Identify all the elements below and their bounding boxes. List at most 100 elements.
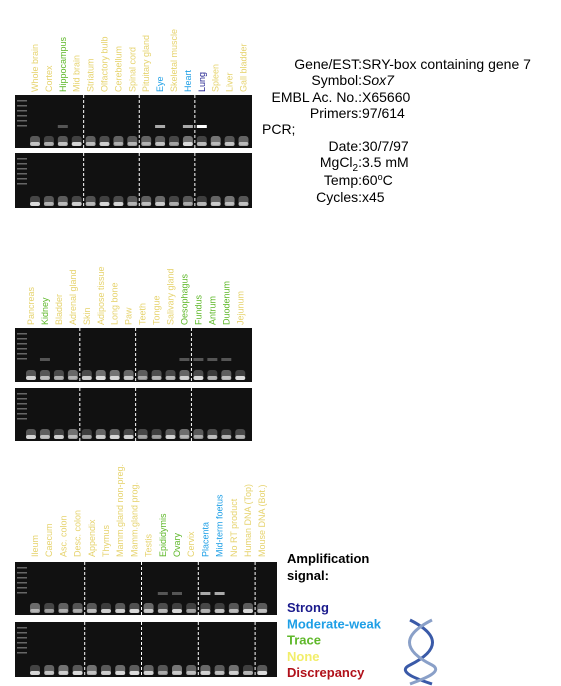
tissue-label: Testis: [144, 533, 154, 557]
tissue-label: Mamm.gland non-preg.: [115, 464, 125, 557]
tissue-label: Hippocampus: [58, 36, 68, 92]
primer-band: [129, 609, 140, 613]
primer-band: [81, 376, 92, 380]
tissue-label: Heart: [183, 69, 193, 92]
tissue-label: Mouse DNA (Bot.): [257, 484, 267, 557]
primer-band: [53, 376, 64, 380]
ladder-band: [17, 120, 27, 122]
tissue-label: Cortex: [44, 65, 54, 92]
ladder-band: [17, 393, 27, 395]
tissue-label: Lung: [197, 72, 207, 92]
ladder-band: [17, 413, 27, 415]
ladder-band: [17, 178, 27, 180]
primer-band: [172, 609, 182, 613]
primer-band: [235, 435, 246, 439]
primer-band: [39, 435, 50, 439]
tissue-label: Skeletal muscle: [169, 29, 179, 92]
tissue-label: Cerebellum: [113, 46, 123, 92]
primer-band: [169, 142, 179, 146]
tissue-label: Mid-term foetus: [215, 494, 225, 557]
tissue-label: Thymus: [101, 524, 111, 557]
signal-band: [196, 125, 207, 128]
primer-band: [101, 671, 111, 675]
info-key: Primers:: [310, 105, 362, 121]
primer-band: [95, 376, 106, 380]
ladder-band: [17, 587, 27, 589]
primer-band: [67, 376, 78, 380]
signal-band: [200, 592, 211, 595]
info-value: C: [383, 172, 393, 188]
primer-band: [143, 671, 154, 675]
ladder-band: [17, 582, 27, 584]
primer-band: [151, 376, 162, 380]
ladder-band: [17, 647, 27, 649]
dna-icon: [403, 618, 437, 686]
primer-band: [39, 376, 50, 380]
primer-band: [127, 202, 138, 206]
primer-band: [113, 142, 124, 146]
primer-band: [129, 671, 140, 675]
tissue-label: Gall bladder: [239, 43, 249, 92]
tissue-label: Jejunum: [235, 291, 245, 325]
primer-band: [257, 609, 268, 613]
tissue-label: Teeth: [138, 303, 148, 325]
tissue-label: Caecum: [44, 523, 54, 557]
legend-title: Amplification: [287, 551, 369, 566]
tissue-label: Human DNA (Top): [243, 484, 253, 557]
primer-band: [238, 202, 249, 206]
primer-band: [182, 142, 193, 146]
primer-band: [53, 435, 64, 439]
primer-band: [151, 435, 162, 439]
primer-band: [44, 609, 55, 613]
primer-band: [143, 609, 154, 613]
tissue-label: Whole brain: [30, 44, 40, 92]
primer-band: [224, 142, 235, 146]
ladder-band: [17, 567, 27, 569]
primer-band: [210, 142, 221, 146]
tissue-label: Salivary gland: [166, 268, 176, 325]
subscript: 2: [353, 163, 359, 174]
primer-band: [115, 671, 126, 675]
tissue-label: Oesophagus: [179, 273, 189, 325]
primer-band: [101, 609, 111, 613]
info-value: 97/614: [362, 105, 405, 121]
primer-band: [141, 142, 152, 146]
tissue-label: Striatum: [86, 58, 96, 92]
primer-band: [113, 202, 124, 206]
tissue-label: Duodenum: [221, 281, 231, 325]
primer-band: [243, 609, 253, 613]
tissue-label: Pancreas: [26, 286, 36, 325]
info-key: Date:: [329, 138, 362, 154]
signal-band: [207, 358, 218, 361]
primer-band: [179, 376, 190, 380]
info-key: :: [358, 154, 362, 170]
primer-band: [235, 376, 246, 380]
ladder-band: [17, 173, 27, 175]
info-value: 60: [362, 172, 378, 188]
ladder-band: [17, 398, 27, 400]
tissue-label: Mid brain: [72, 55, 82, 92]
tissue-label: Placenta: [200, 522, 210, 557]
signal-band: [39, 358, 50, 361]
tissue-label: Spinal cord: [127, 47, 137, 92]
primer-band: [214, 609, 225, 613]
signal-band: [221, 358, 232, 361]
legend-item: Strong: [287, 600, 329, 615]
primer-band: [30, 671, 40, 675]
primer-band: [155, 202, 166, 206]
primer-band: [86, 671, 97, 675]
ladder-band: [17, 348, 27, 350]
primer-band: [186, 671, 197, 675]
primer-band: [26, 435, 36, 439]
tissue-label: Asc. colon: [58, 515, 68, 557]
signal-band: [157, 592, 168, 595]
ladder-band: [17, 637, 27, 639]
superscript: o: [378, 172, 383, 182]
info-block: Gene/EST: SRY-box containing gene 7 Symb…: [262, 56, 531, 205]
info-key: Gene/EST:: [294, 56, 362, 72]
primer-band: [115, 609, 126, 613]
ladder-band: [17, 642, 27, 644]
info-key: PCR;: [262, 121, 295, 137]
tissue-label: Cervix: [186, 531, 196, 557]
